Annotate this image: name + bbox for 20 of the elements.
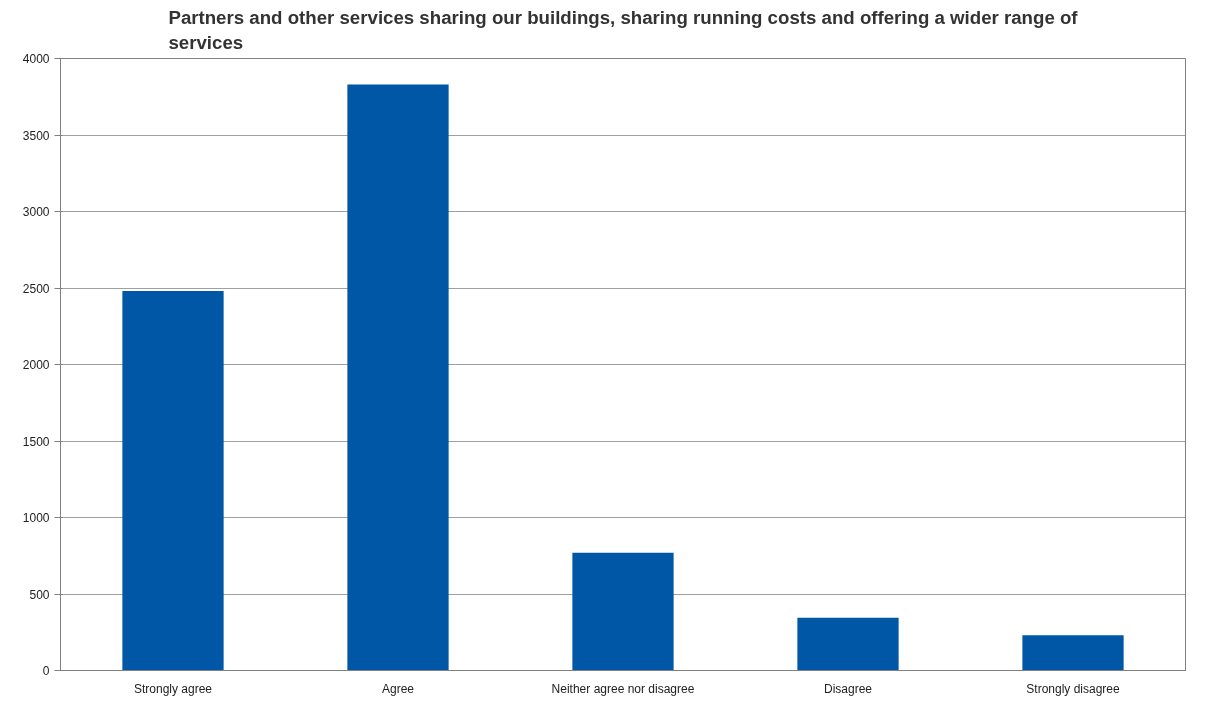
x-tick-label: Strongly agree	[133, 681, 213, 696]
bar	[347, 84, 449, 671]
chart-title: Partners and other services sharing our buildings, sharing running costs and offering a wider range of services	[168, 7, 1079, 54]
y-tick-label: 1500	[22, 434, 50, 449]
x-tick-label: Agree	[381, 681, 415, 696]
y-tick-label: 2000	[22, 358, 50, 372]
x-tick-label: Disagree	[823, 681, 873, 696]
y-tick-label: 2500	[22, 281, 50, 296]
bar	[122, 291, 224, 671]
bar	[1022, 635, 1124, 671]
y-tick-label: 3500	[22, 128, 50, 143]
bar	[572, 552, 674, 671]
y-tick-label: 1000	[22, 511, 50, 525]
x-tick-label: Strongly disagree	[1026, 681, 1121, 696]
y-tick-label: 500	[29, 587, 50, 602]
x-tick-label: Neither agree nor disagree	[551, 681, 695, 696]
y-tick-label: 4000	[22, 52, 50, 66]
y-tick-label: 0	[42, 664, 50, 678]
bar	[797, 617, 899, 671]
y-tick-label: 3000	[22, 205, 50, 219]
